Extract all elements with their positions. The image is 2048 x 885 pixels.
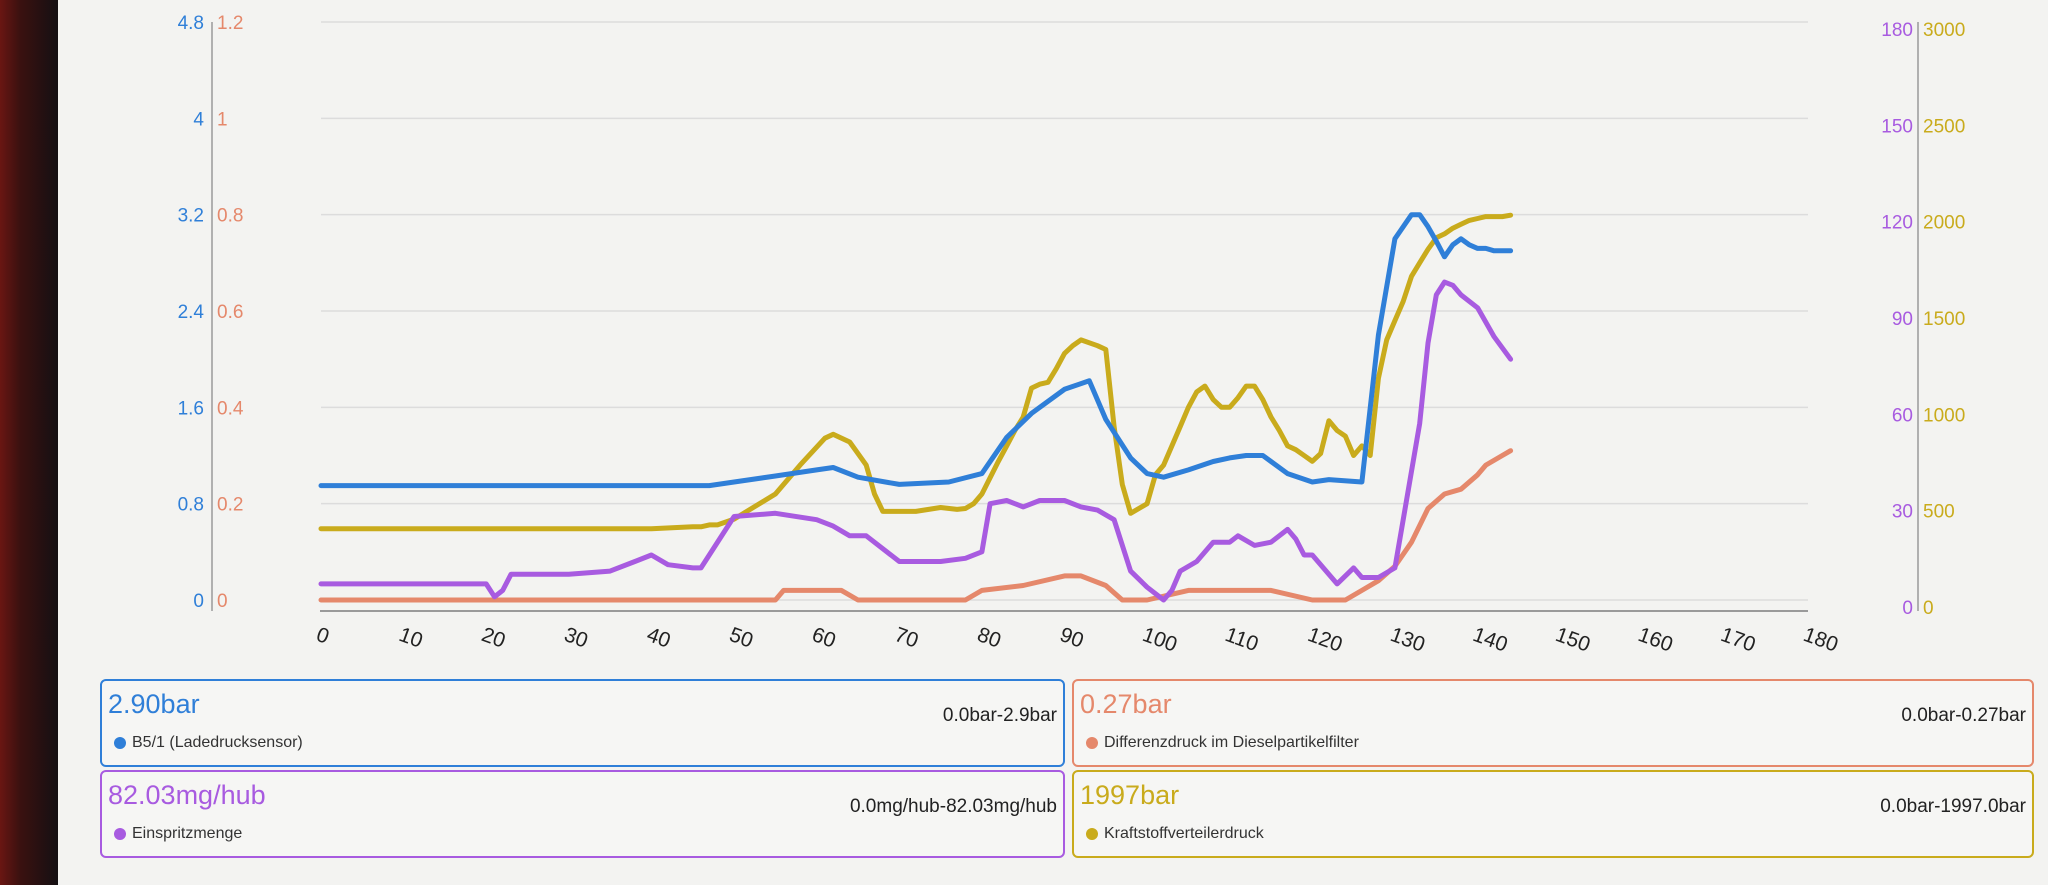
x-tick-label: 80 — [974, 623, 1004, 653]
card-label: Kraftstoffverteilerdruck — [1104, 825, 1264, 842]
card-value: 82.03mg/hub — [108, 780, 266, 810]
card-value: 0.27bar — [1080, 689, 1172, 719]
card-range: 0.0bar-2.9bar — [942, 705, 1057, 726]
y-tick-label-right: 180 — [1881, 20, 1913, 41]
y-tick-label-right: 0 — [1902, 598, 1913, 619]
left-y-axis-labels: 4.8 1.2 4 1 3.2 0.8 2.4 0.6 1.6 0.4 0.8 0.2 0 0 — [178, 13, 244, 612]
card-einspritzmenge[interactable]: 82.03mg/hub 0.0mg/hub-82.03mg/hub Einspr… — [100, 770, 1065, 858]
legend-dot-icon — [114, 737, 126, 749]
y-tick-label-left: 1 — [217, 109, 228, 130]
chart-grid — [321, 21, 1808, 601]
y-tick-label-right: 1000 — [1923, 405, 1965, 426]
card-differenzdruck[interactable]: 0.27bar 0.0bar-0.27bar Differenzdruck im… — [1072, 679, 2034, 767]
y-tick-label-right: 1500 — [1923, 309, 1965, 330]
x-tick-label: 40 — [644, 623, 674, 653]
card-range: 0.0bar-1997.0bar — [1880, 796, 2026, 817]
card-label: Einspritzmenge — [132, 825, 243, 842]
x-tick-label: 0 — [313, 623, 332, 649]
x-tick-label: 50 — [726, 623, 756, 653]
legend-dot-icon — [1086, 737, 1098, 749]
x-tick-label: 100 — [1139, 623, 1180, 657]
y-tick-label-right: 90 — [1892, 309, 1913, 330]
card-value: 1997bar — [1080, 780, 1180, 810]
series-line-gold — [318, 212, 1514, 532]
x-tick-label: 120 — [1305, 623, 1346, 657]
y-tick-label-left: 0.6 — [217, 302, 243, 323]
y-tick-label-left: 0 — [217, 591, 228, 612]
y-tick-label-left: 4 — [193, 109, 204, 130]
y-tick-label-right: 500 — [1923, 502, 1955, 523]
y-tick-label-right: 0 — [1923, 598, 1934, 619]
y-tick-label-right: 30 — [1892, 502, 1913, 523]
series-line-purple — [318, 279, 1514, 603]
card-description: Differenzdruck im Dieselpartikelfilter — [1086, 734, 1359, 752]
card-label: Differenzdruck im Dieselpartikelfilter — [1104, 734, 1359, 751]
y-tick-label-right: 3000 — [1923, 20, 1965, 41]
x-tick-label: 30 — [561, 623, 591, 653]
screen: 4.8 1.2 4 1 3.2 0.8 2.4 0.6 1.6 0.4 0.8 0.2 0 0 180 30… — [58, 0, 2048, 885]
series-line-blue — [318, 212, 1514, 489]
y-tick-label-right: 120 — [1881, 213, 1913, 234]
y-tick-label-right: 2000 — [1923, 213, 1965, 234]
y-tick-label-left: 0.8 — [178, 495, 204, 516]
x-tick-label: 110 — [1222, 623, 1261, 656]
y-tick-label-left: 2.4 — [178, 302, 205, 323]
axis-lines — [211, 22, 1919, 612]
x-tick-label: 160 — [1635, 623, 1676, 657]
live-data-chart: 4.8 1.24 13.2 0.82.4 0.61.6 0.40.8 0.20 0 180 30… — [178, 13, 1966, 657]
card-value: 2.90bar — [108, 689, 200, 719]
y-tick-label-right: 60 — [1892, 405, 1913, 426]
series-lines — [318, 212, 1514, 603]
x-tick-label: 170 — [1718, 623, 1759, 657]
card-description: Kraftstoffverteilerdruck — [1086, 825, 1264, 843]
y-tick-label-left: 0 — [193, 591, 204, 612]
legend-dot-icon — [114, 828, 126, 840]
y-tick-label-left: 4.8 — [178, 13, 204, 34]
card-kraftstoffdruck[interactable]: 1997bar 0.0bar-1997.0bar Kraftstoffverte… — [1072, 770, 2034, 858]
series-line-orange — [318, 448, 1514, 603]
x-tick-label: 10 — [396, 623, 426, 653]
x-tick-label: 180 — [1800, 623, 1841, 657]
right-y-axis-labels: 180 3000 150 2500 120 2000 90 1500 60 1000 30 500 0 0 — [1881, 20, 1965, 619]
card-ladedruck[interactable]: 2.90bar 0.0bar-2.9bar B5/1 (Ladedrucksen… — [100, 679, 1065, 767]
y-tick-label-left: 1.6 — [178, 398, 204, 419]
x-tick-label: 150 — [1552, 623, 1593, 657]
y-tick-label-right: 2500 — [1923, 116, 1965, 137]
y-tick-label-left: 0.2 — [217, 495, 243, 516]
card-range: 0.0mg/hub-82.03mg/hub — [849, 796, 1057, 817]
x-tick-label: 140 — [1470, 623, 1511, 657]
x-tick-label: 60 — [809, 623, 839, 653]
legend-dot-icon — [1086, 828, 1098, 840]
x-tick-label: 20 — [479, 623, 509, 653]
y-tick-label-left: 0.4 — [217, 398, 244, 419]
device-bezel — [0, 0, 58, 885]
x-tick-label: 130 — [1387, 623, 1428, 657]
y-tick-label-left: 3.2 — [178, 206, 204, 227]
y-tick-label-left: 1.2 — [217, 13, 243, 34]
x-tick-label: 70 — [892, 623, 922, 653]
card-description: Einspritzmenge — [114, 825, 242, 843]
y-tick-label-right: 150 — [1881, 116, 1913, 137]
y-tick-label-left: 0.8 — [217, 206, 243, 227]
card-label: B5/1 (Ladedrucksensor) — [132, 734, 303, 751]
x-tick-label: 90 — [1057, 623, 1087, 653]
card-range: 0.0bar-0.27bar — [1901, 705, 2026, 726]
card-description: B5/1 (Ladedrucksensor) — [114, 734, 303, 752]
x-axis-labels: 0 10 20 30 40 50 60 70 80 90 100 110 120 130 140 150 160… — [313, 623, 1841, 657]
